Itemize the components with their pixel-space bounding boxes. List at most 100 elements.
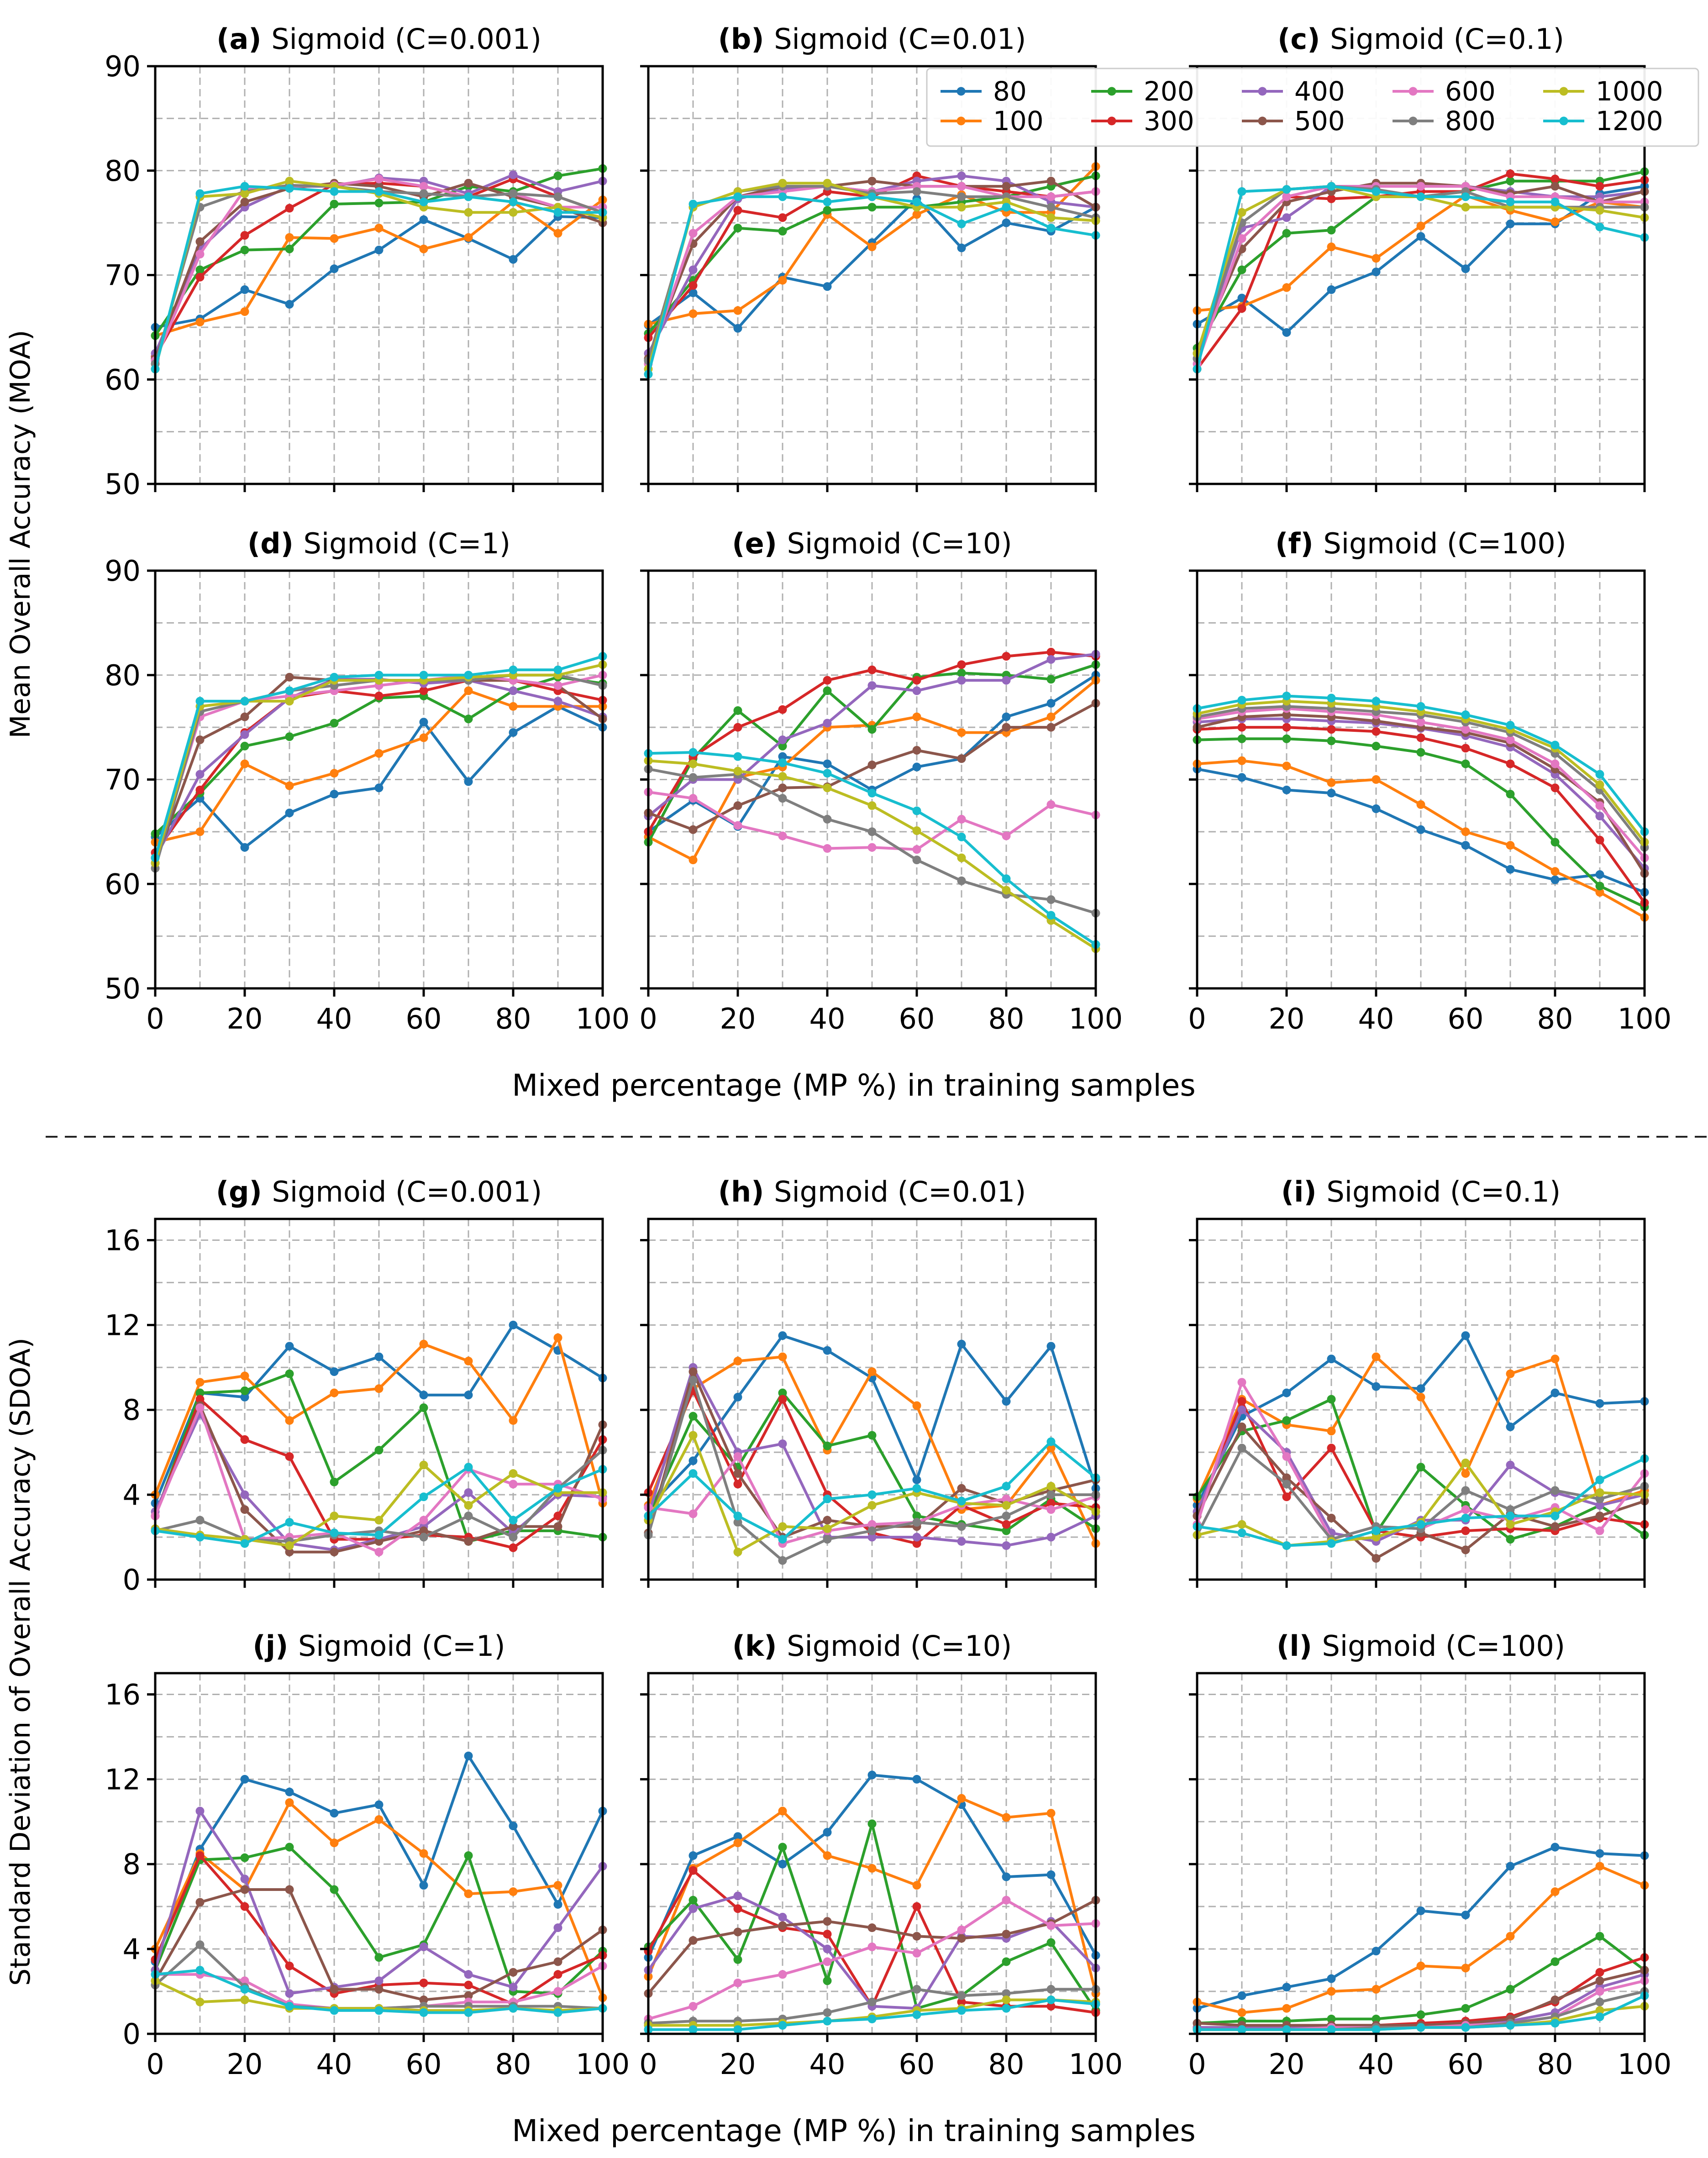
data-point-400 (553, 697, 562, 706)
panel-l: 0 20 40 60 80 100 (l) Sigmoid (C=100) (1188, 1629, 1671, 2081)
data-point-1200 (1237, 2025, 1246, 2034)
data-point-300 (912, 676, 921, 685)
data-point-80 (419, 215, 428, 224)
data-point-1000 (733, 767, 742, 776)
data-point-400 (957, 171, 966, 180)
data-point-100 (1595, 1862, 1604, 1871)
data-point-200 (285, 1843, 294, 1852)
data-point-800 (1595, 1997, 1604, 2006)
data-point-80 (1046, 699, 1056, 708)
data-point-600 (553, 1987, 562, 1996)
data-point-400 (419, 1942, 428, 1951)
data-point-100 (912, 1401, 921, 1410)
data-point-500 (285, 1885, 294, 1894)
y-tick-label: 80 (105, 659, 141, 692)
data-point-400 (823, 719, 832, 728)
data-point-300 (733, 1480, 742, 1489)
data-point-1200 (1002, 874, 1011, 883)
data-point-1200 (778, 2021, 787, 2030)
data-point-100 (285, 1798, 294, 1807)
x-tick-label: 0 (1188, 2048, 1206, 2081)
panel-title: (f) Sigmoid (C=100) (1275, 527, 1566, 560)
data-point-200 (419, 1403, 428, 1412)
data-point-1200 (195, 1966, 205, 1975)
data-point-80 (330, 1809, 339, 1818)
panel-title-text: Sigmoid (C=0.001) (272, 1175, 542, 1208)
y-tick-label: 90 (105, 50, 141, 83)
data-point-400 (1046, 655, 1056, 664)
data-point-500 (867, 760, 877, 769)
data-point-1000 (823, 179, 832, 188)
data-point-200 (912, 1512, 921, 1521)
data-point-800 (688, 1376, 698, 1385)
data-point-100 (1416, 800, 1425, 809)
data-point-300 (195, 785, 205, 794)
x-tick-label: 0 (146, 2048, 164, 2081)
data-point-600 (1046, 1921, 1056, 1930)
panel-tag: (c) (1277, 22, 1330, 56)
data-point-1200 (285, 2002, 294, 2011)
data-point-100 (733, 1838, 742, 1848)
data-point-500 (509, 1522, 518, 1531)
data-point-1200 (464, 671, 473, 680)
data-point-500 (240, 712, 249, 721)
x-tick-label: 20 (227, 2048, 263, 2081)
data-point-400 (1237, 1405, 1246, 1414)
data-point-300 (195, 1851, 205, 1860)
data-point-1200 (553, 1484, 562, 1493)
data-point-1000 (509, 1469, 518, 1478)
data-point-200 (1506, 177, 1515, 186)
panel-title-text: Sigmoid (C=100) (1322, 1629, 1566, 1663)
data-point-400 (464, 1970, 473, 1979)
data-point-500 (733, 801, 742, 810)
panel-tag: (d) (247, 527, 304, 560)
data-point-400 (957, 1537, 966, 1546)
data-point-1200 (240, 697, 249, 706)
data-point-1200 (1237, 696, 1246, 705)
data-point-80 (1416, 232, 1425, 241)
data-point-1200 (867, 192, 877, 201)
legend-marker-80 (956, 87, 966, 96)
data-point-1200 (374, 187, 384, 196)
legend-label-300: 300 (1144, 105, 1194, 137)
data-point-1200 (509, 2004, 518, 2013)
data-point-600 (1595, 801, 1604, 810)
data-point-500 (688, 825, 698, 834)
data-point-300 (1506, 759, 1515, 768)
data-point-1000 (1595, 206, 1604, 215)
data-point-80 (1237, 773, 1246, 782)
data-point-500 (1595, 1976, 1604, 1985)
axes-frame (1196, 1218, 1646, 1581)
data-point-800 (867, 1997, 877, 2006)
data-point-1000 (464, 1501, 473, 1510)
data-point-800 (912, 187, 921, 196)
data-point-500 (867, 1923, 877, 1932)
data-point-1200 (867, 1490, 877, 1499)
data-point-500 (330, 1985, 339, 1994)
data-point-600 (778, 1970, 787, 1979)
data-point-1200 (1327, 182, 1336, 191)
data-point-1200 (330, 2006, 339, 2015)
data-point-300 (1506, 169, 1515, 179)
panel-tag: (b) (718, 22, 774, 56)
data-point-80 (778, 752, 787, 761)
data-point-1200 (330, 672, 339, 682)
data-point-200 (1506, 790, 1515, 799)
data-point-80 (1416, 825, 1425, 834)
data-point-300 (1282, 1492, 1291, 1502)
data-point-100 (1550, 1355, 1560, 1364)
data-point-1200 (330, 187, 339, 196)
data-point-200 (688, 1895, 698, 1905)
data-point-500 (374, 1985, 384, 1994)
data-point-100 (419, 733, 428, 742)
data-point-400 (509, 170, 518, 179)
data-point-80 (374, 1800, 384, 1809)
data-point-1200 (509, 197, 518, 206)
legend-label-500: 500 (1294, 105, 1345, 137)
legend-label-100: 100 (993, 105, 1044, 137)
data-point-1200 (195, 1533, 205, 1542)
panel-title-text: Sigmoid (C=0.1) (1326, 1175, 1561, 1208)
data-point-100 (1550, 867, 1560, 876)
data-point-800 (1595, 1494, 1604, 1503)
